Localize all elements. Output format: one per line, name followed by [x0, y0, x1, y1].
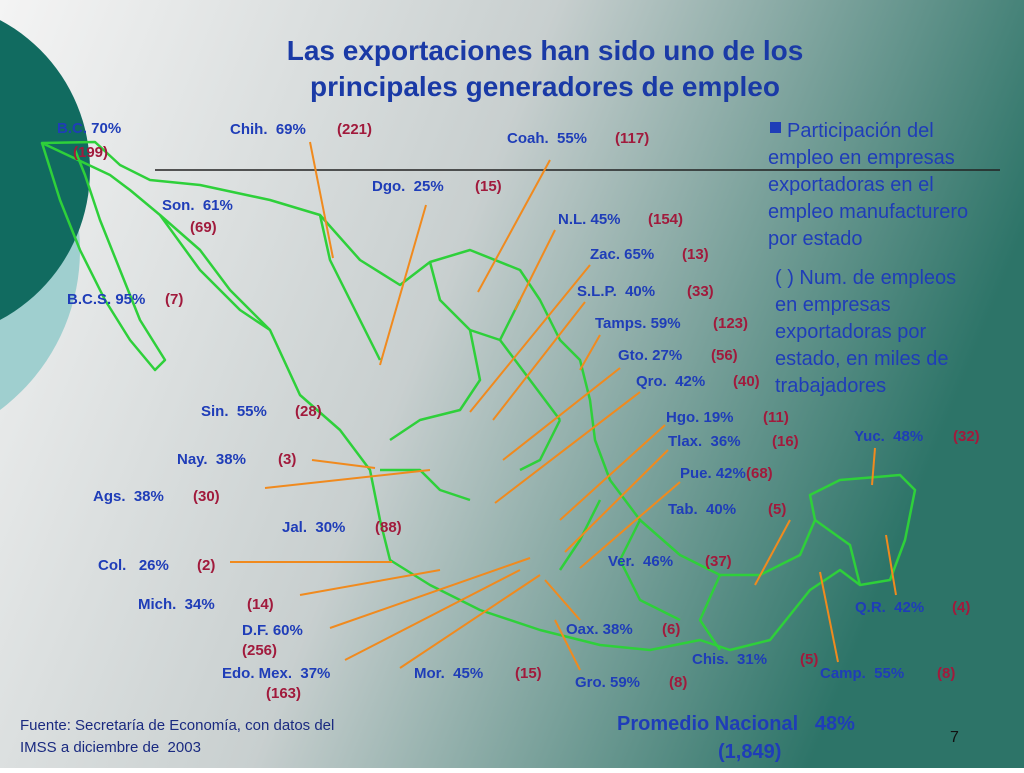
state-count: (3)	[278, 451, 296, 468]
state-count: (13)	[682, 246, 709, 263]
state-label: Coah. 55%	[507, 130, 587, 147]
state-count: (15)	[515, 665, 542, 682]
state-label: Son. 61%	[162, 197, 233, 214]
state-labels: B.C. 70% (199) Chih. 69% (221) Coah. 55% (117…	[57, 120, 980, 702]
page-number: 7	[950, 729, 959, 746]
state-label: Gto. 27%	[618, 347, 682, 364]
state-label: Dgo. 25%	[372, 178, 444, 195]
state-label: Mor. 45%	[414, 665, 483, 682]
state-label: Tamps. 59%	[595, 315, 681, 332]
state-label: Chih. 69%	[230, 121, 306, 138]
state-label: Zac. 65%	[590, 246, 654, 263]
state-label: Ver. 46%	[608, 553, 673, 570]
state-count: (30)	[193, 488, 220, 505]
state-label: Tlax. 36%	[668, 433, 741, 450]
state-count: (15)	[475, 178, 502, 195]
state-label: Camp. 55%	[820, 665, 904, 682]
legend-text: trabajadores	[775, 375, 886, 397]
state-label: Col. 26%	[98, 557, 169, 574]
state-label: B.C.S. 95%	[67, 291, 145, 308]
leader-lines	[230, 141, 897, 671]
state-label: S.L.P. 40%	[577, 283, 655, 300]
state-label: Pue. 42%	[680, 465, 746, 482]
state-label: Q.R. 42%	[855, 599, 924, 616]
state-count: (154)	[648, 211, 683, 228]
state-label: Jal. 30%	[282, 519, 345, 536]
state-label: Nay. 38%	[177, 451, 246, 468]
legend-text: ( ) Num. de empleos	[775, 267, 956, 289]
state-count: (69)	[190, 219, 217, 236]
state-count: (88)	[375, 519, 402, 536]
bullet	[770, 122, 781, 133]
legend-text: exportadoras en el	[768, 174, 934, 196]
state-count: (11)	[763, 409, 789, 426]
source: Fuente: Secretaría de Economía, con dato…	[20, 717, 334, 734]
national-count: (1,849)	[718, 741, 781, 763]
source: IMSS a diciembre de 2003	[20, 739, 201, 756]
decor-circle	[0, 20, 90, 320]
state-count: (14)	[247, 596, 274, 613]
state-label: Yuc. 48%	[854, 428, 923, 445]
state-label: Oax. 38%	[566, 621, 633, 638]
map	[40, 140, 917, 652]
state-count: (6)	[662, 621, 680, 638]
state-count: (8)	[937, 665, 955, 682]
state-label: D.F. 60%	[242, 622, 303, 639]
national-average: Promedio Nacional 48%	[617, 713, 855, 735]
state-count: (40)	[733, 373, 760, 390]
state-count: (7)	[165, 291, 183, 308]
state-label: Tab. 40%	[668, 501, 736, 518]
legend-text: en empresas	[775, 294, 891, 316]
state-count: (199)	[73, 144, 108, 161]
title-line: principales generadores de empleo	[310, 71, 780, 102]
state-count: (68)	[746, 465, 773, 482]
state-count: (256)	[242, 642, 277, 659]
state-label: Ags. 38%	[93, 488, 164, 505]
legend-text: por estado	[768, 228, 863, 250]
state-count: (37)	[705, 553, 732, 570]
state-count: (33)	[687, 283, 714, 300]
state-label: Mich. 34%	[138, 596, 215, 613]
state-count: (5)	[800, 651, 818, 668]
legend-text: empleo manufacturero	[768, 201, 968, 223]
state-count: (2)	[197, 557, 215, 574]
state-label: Gro. 59%	[575, 674, 640, 691]
state-count: (8)	[669, 674, 687, 691]
legend-text: estado, en miles de	[775, 348, 948, 370]
state-label: Chis. 31%	[692, 651, 767, 668]
state-label: Edo. Mex. 37%	[222, 665, 330, 682]
state-label: Sin. 55%	[201, 403, 267, 420]
state-count: (56)	[711, 347, 738, 364]
legend-text: exportadoras por	[775, 321, 927, 343]
state-count: (16)	[772, 433, 799, 450]
state-label: Hgo. 19%	[666, 409, 734, 426]
state-label: N.L. 45%	[558, 211, 621, 228]
state-label: Qro. 42%	[636, 373, 705, 390]
title-line: Las exportaciones han sido uno de los	[287, 35, 804, 66]
state-count: (32)	[953, 428, 980, 445]
legend-text: empleo en empresas	[768, 147, 955, 169]
state-count: (123)	[713, 315, 748, 332]
legend-text: Participación del	[787, 120, 934, 142]
state-count: (221)	[337, 121, 372, 138]
state-count: (117)	[615, 130, 649, 147]
state-count: (4)	[952, 599, 970, 616]
state-count: (28)	[295, 403, 322, 420]
state-label: B.C. 70%	[57, 120, 121, 137]
state-count: (163)	[266, 685, 301, 702]
state-count: (5)	[768, 501, 786, 518]
